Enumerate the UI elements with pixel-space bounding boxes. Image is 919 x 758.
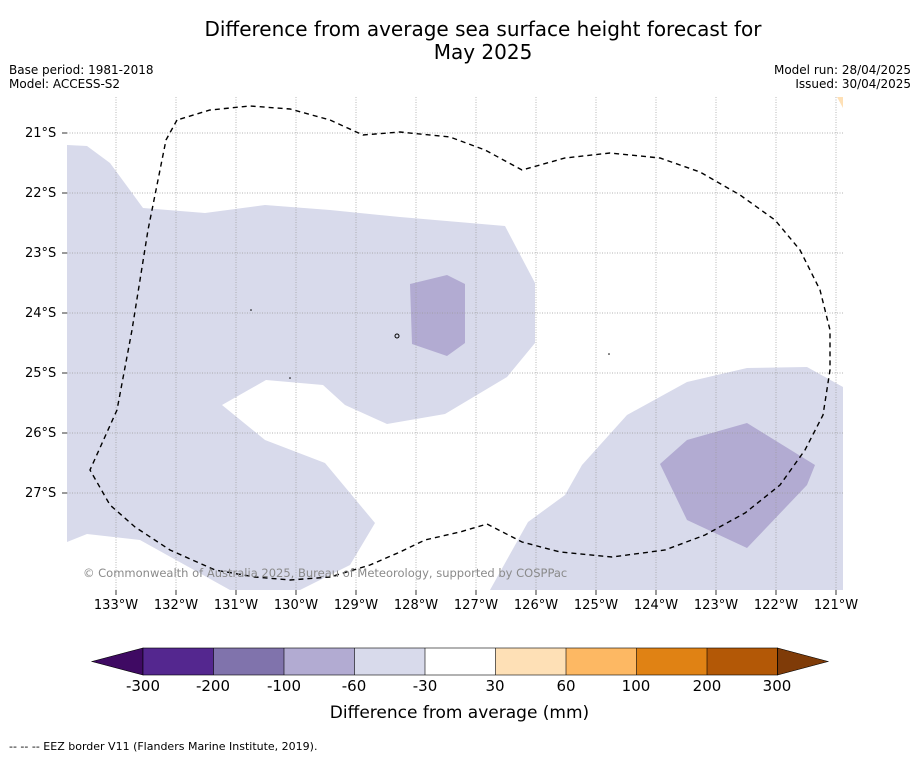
colorbar-tick: 30 <box>485 677 505 695</box>
title-line-1: Difference from average sea surface heig… <box>204 17 762 41</box>
lon-label: 123°W <box>693 598 739 613</box>
colorbar-segment <box>707 648 778 675</box>
colorbar-title: Difference from average (mm) <box>329 703 590 723</box>
island-marker <box>608 353 610 355</box>
lon-label: 130°W <box>273 598 319 613</box>
lat-label: 21°S <box>25 126 57 141</box>
meta-right: Model run: 28/04/2025 Issued: 30/04/2025 <box>774 63 911 91</box>
colorbar-segment <box>284 648 355 675</box>
eez-border <box>89 105 831 581</box>
lon-label: 124°W <box>633 598 679 613</box>
lon-label: 131°W <box>213 598 259 613</box>
island-marker <box>250 309 252 311</box>
lat-label: 24°S <box>25 306 57 321</box>
colorbar-tick: -100 <box>266 677 302 695</box>
colorbar-border <box>142 647 778 676</box>
colorbar-segment <box>566 648 637 675</box>
issued-date: Issued: 30/04/2025 <box>795 77 911 91</box>
lon-label: 125°W <box>573 598 619 613</box>
colorbar-segment <box>143 648 214 675</box>
lat-label: 27°S <box>25 486 57 501</box>
anomaly-region-light-purple-west <box>67 145 535 590</box>
graticule <box>62 97 843 595</box>
base-period: Base period: 1981-2018 <box>9 63 154 77</box>
colorbar <box>90 647 830 676</box>
colorbar-segment <box>495 648 567 675</box>
model-run: Model run: 28/04/2025 <box>773 63 911 77</box>
colorbar-extend-low <box>90 647 144 676</box>
colorbar-tick: 200 <box>692 677 722 695</box>
colorbar-extend-high <box>777 647 830 676</box>
colorbar-tick: -300 <box>125 677 161 695</box>
lat-label: 26°S <box>25 426 57 441</box>
copyright-notice: © Commonwealth of Australia 2025, Bureau… <box>83 566 568 580</box>
anomaly-region-light-orange <box>837 97 843 108</box>
anomaly-region-mid-purple-center <box>410 275 465 356</box>
lon-label: 132°W <box>153 598 199 613</box>
lon-label: 133°W <box>93 598 139 613</box>
colorbar-segment <box>213 648 285 675</box>
colorbar-tick: -60 <box>341 677 367 695</box>
lon-label: 129°W <box>333 598 379 613</box>
colorbar-tick: -200 <box>195 677 231 695</box>
lon-label: 128°W <box>393 598 439 613</box>
colorbar-segment <box>636 648 708 675</box>
lat-label: 23°S <box>25 246 57 261</box>
island-marker <box>394 333 400 339</box>
lon-label: 121°W <box>813 598 859 613</box>
colorbar-tick: 60 <box>556 677 576 695</box>
lon-label: 122°W <box>753 598 799 613</box>
colorbar-tick: 300 <box>762 677 792 695</box>
eez-footnote: -- -- -- EEZ border V11 (Flanders Marine… <box>9 740 318 753</box>
lon-label: 127°W <box>453 598 499 613</box>
anomaly-region-mid-purple-southeast <box>660 423 815 548</box>
colorbar-tick: 100 <box>621 677 651 695</box>
model-name: Model: ACCESS-S2 <box>9 77 121 91</box>
lat-label: 22°S <box>25 186 57 201</box>
lon-label: 126°W <box>513 598 559 613</box>
colorbar-tick: -30 <box>412 677 438 695</box>
island-marker <box>289 377 291 379</box>
colorbar-segment <box>425 648 496 675</box>
title-line-2: May 2025 <box>433 40 533 64</box>
colorbar-segment <box>354 648 426 675</box>
meta-left: Base period: 1981-2018 Model: ACCESS-S2 <box>9 63 154 91</box>
lat-label: 25°S <box>25 366 57 381</box>
map-title: Difference from average sea surface heig… <box>0 18 919 64</box>
